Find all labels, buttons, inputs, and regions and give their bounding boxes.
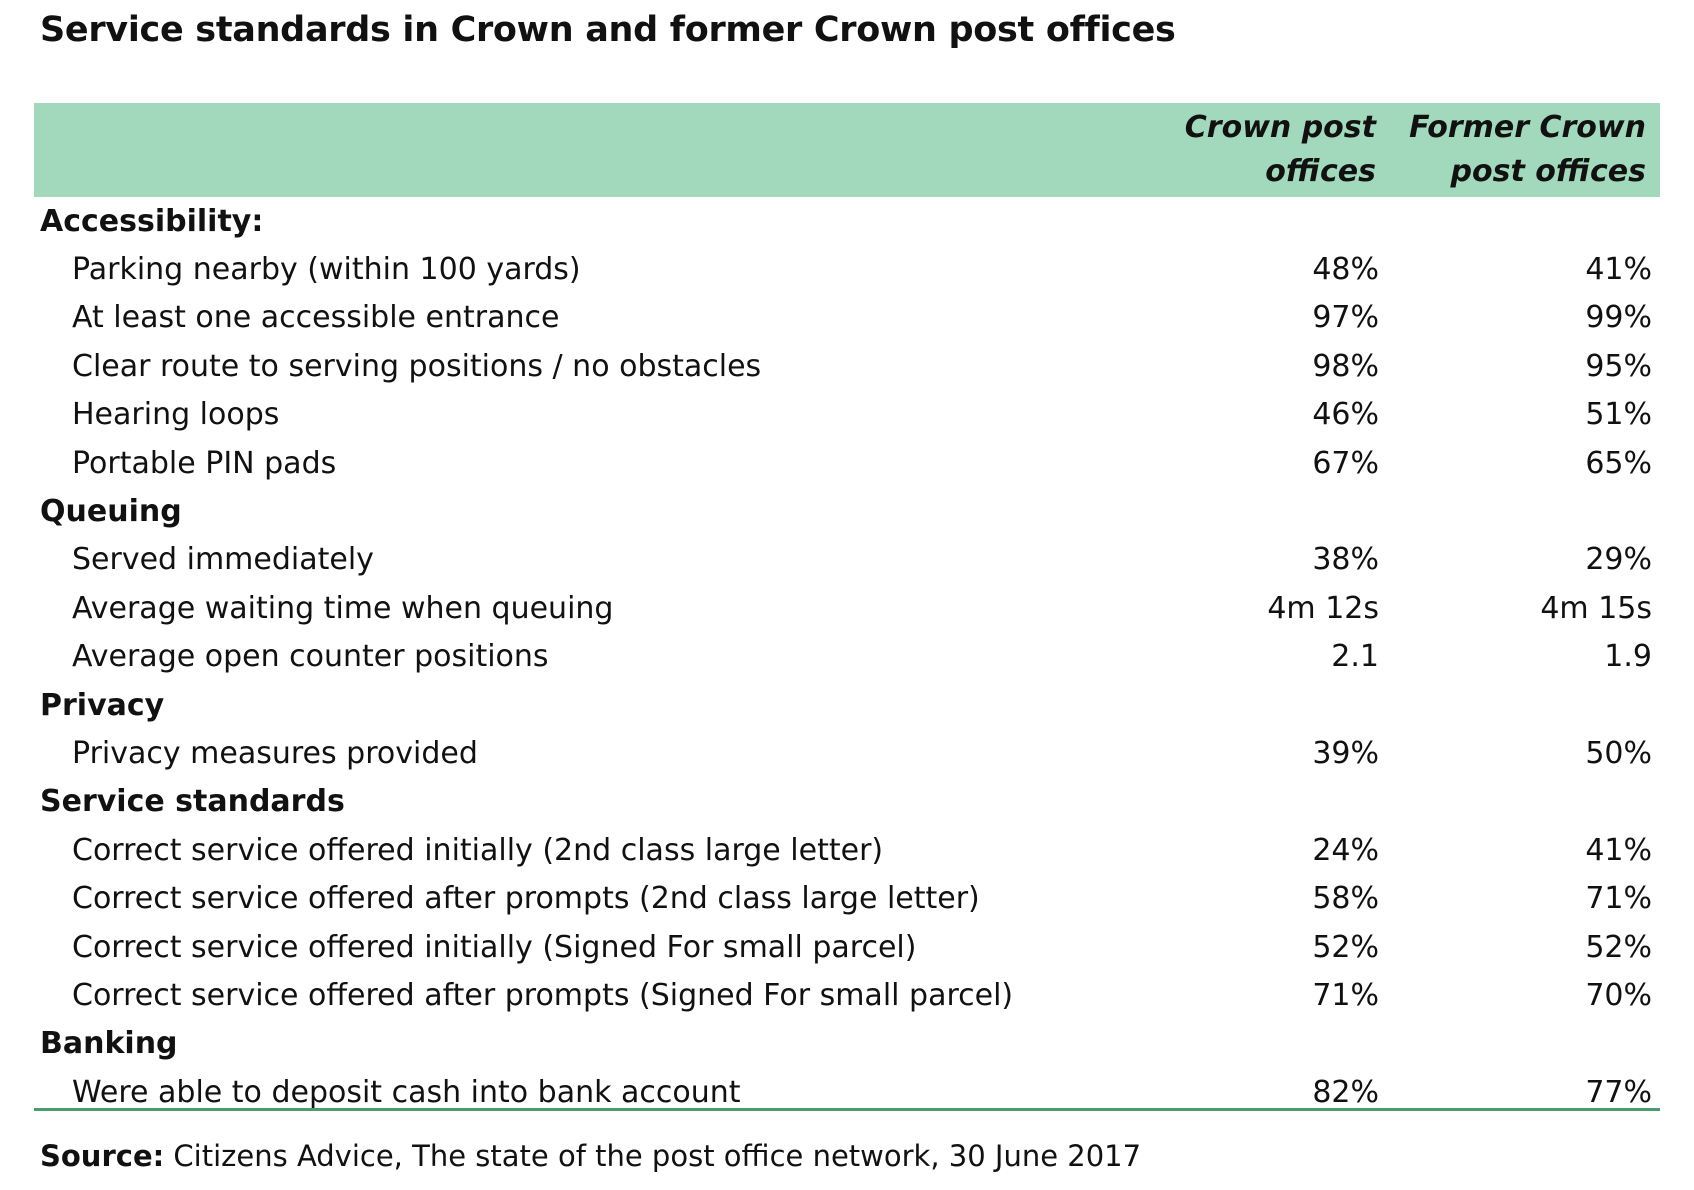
service-standards-table: Crown post offices Former Crown post off…	[34, 103, 1660, 1116]
section-row: Service standards	[34, 778, 1660, 826]
former-crown-value: 50%	[1585, 735, 1652, 771]
row-label: Parking nearby (within 100 yards)	[72, 252, 581, 288]
source-text: Citizens Advice, The state of the post o…	[164, 1139, 1142, 1173]
table-bottom-rule	[34, 1108, 1660, 1111]
crown-value: 58%	[1312, 881, 1379, 917]
table-row: Average open counter positions 2.1 1.9	[34, 633, 1660, 681]
former-crown-value: 95%	[1585, 348, 1652, 384]
row-label: Correct service offered after prompts (2…	[72, 881, 980, 917]
former-crown-value: 41%	[1585, 252, 1652, 288]
crown-value: 4m 12s	[1267, 590, 1379, 626]
table-body: Accessibility: Parking nearby (within 100…	[34, 197, 1660, 1116]
crown-value: 39%	[1312, 735, 1379, 771]
source-label: Source:	[40, 1139, 165, 1173]
header-empty-cell	[34, 103, 1074, 197]
table-row: Served immediately 38% 29%	[34, 536, 1660, 584]
table-row: Correct service offered initially (2nd c…	[34, 826, 1660, 874]
table-row: Correct service offered initially (Signe…	[34, 923, 1660, 971]
crown-value: 2.1	[1331, 639, 1379, 675]
row-label: Average open counter positions	[72, 639, 549, 675]
row-label: Correct service offered initially (2nd c…	[72, 832, 884, 868]
row-label: Were able to deposit cash into bank acco…	[72, 1074, 741, 1110]
crown-value: 24%	[1312, 832, 1379, 868]
table-row: Clear route to serving positions / no ob…	[34, 342, 1660, 390]
table-row: Average waiting time when queuing 4m 12s 4…	[34, 584, 1660, 632]
table-row: Hearing loops 46% 51%	[34, 391, 1660, 439]
table-row: Correct service offered after prompts (2…	[34, 874, 1660, 922]
section-row: Accessibility:	[34, 197, 1660, 245]
section-row: Privacy	[34, 681, 1660, 729]
former-crown-value: 4m 15s	[1540, 590, 1652, 626]
former-crown-value: 52%	[1585, 929, 1652, 965]
crown-value: 46%	[1312, 397, 1379, 433]
crown-value: 82%	[1312, 1074, 1379, 1110]
row-label: Average waiting time when queuing	[72, 590, 614, 626]
table-row: At least one accessible entrance 97% 99%	[34, 294, 1660, 342]
row-label: At least one accessible entrance	[72, 300, 560, 336]
row-label: Clear route to serving positions / no ob…	[72, 348, 762, 384]
table-row: Were able to deposit cash into bank acco…	[34, 1068, 1660, 1116]
row-label: Portable PIN pads	[72, 445, 337, 481]
table-row: Privacy measures provided 39% 50%	[34, 729, 1660, 777]
row-label: Privacy measures provided	[72, 735, 478, 771]
section-heading: Service standards	[40, 784, 345, 820]
source-note: Source: Citizens Advice, The state of th…	[40, 1139, 1141, 1173]
table-row: Parking nearby (within 100 yards) 48% 41%	[34, 245, 1660, 293]
former-crown-value: 41%	[1585, 832, 1652, 868]
crown-value: 67%	[1312, 445, 1379, 481]
crown-value: 71%	[1312, 977, 1379, 1013]
former-crown-value: 1.9	[1604, 639, 1652, 675]
crown-value: 38%	[1312, 542, 1379, 578]
table-row: Portable PIN pads 67% 65%	[34, 439, 1660, 487]
crown-value: 98%	[1312, 348, 1379, 384]
column-header-former-crown: Former Crown post offices	[1390, 103, 1660, 197]
row-label: Served immediately	[72, 542, 374, 578]
section-row: Banking	[34, 1020, 1660, 1068]
former-crown-value: 65%	[1585, 445, 1652, 481]
former-crown-value: 77%	[1585, 1074, 1652, 1110]
crown-value: 48%	[1312, 252, 1379, 288]
section-heading: Privacy	[40, 687, 165, 723]
former-crown-value: 29%	[1585, 542, 1652, 578]
section-row: Queuing	[34, 487, 1660, 535]
former-crown-value: 99%	[1585, 300, 1652, 336]
section-heading: Accessibility:	[40, 203, 264, 239]
crown-value: 52%	[1312, 929, 1379, 965]
table-header-row: Crown post offices Former Crown post off…	[34, 103, 1660, 197]
row-label: Hearing loops	[72, 397, 280, 433]
column-header-crown: Crown post offices	[1074, 103, 1390, 197]
crown-value: 97%	[1312, 300, 1379, 336]
page-title: Service standards in Crown and former Cr…	[40, 10, 1176, 50]
section-heading: Queuing	[40, 494, 182, 530]
section-heading: Banking	[40, 1026, 178, 1062]
table-row: Correct service offered after prompts (S…	[34, 971, 1660, 1019]
row-label: Correct service offered initially (Signe…	[72, 929, 917, 965]
former-crown-value: 70%	[1585, 977, 1652, 1013]
former-crown-value: 51%	[1585, 397, 1652, 433]
former-crown-value: 71%	[1585, 881, 1652, 917]
row-label: Correct service offered after prompts (S…	[72, 977, 1014, 1013]
